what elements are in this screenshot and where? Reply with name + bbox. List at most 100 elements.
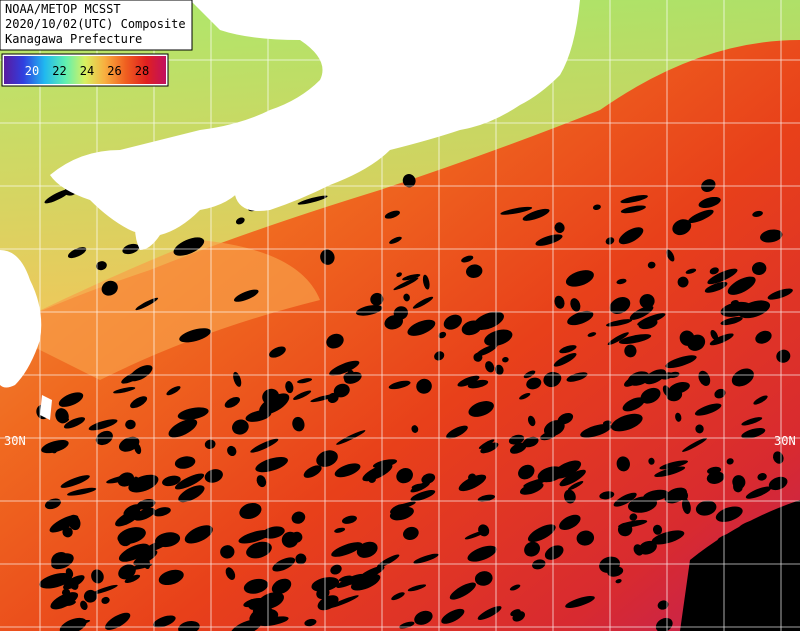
cloud <box>316 587 330 600</box>
cloud <box>441 608 465 624</box>
cloud <box>341 515 357 524</box>
cloud <box>698 196 721 208</box>
cloud <box>204 439 216 450</box>
cloud <box>755 330 772 344</box>
cloud <box>101 596 110 604</box>
cloud <box>616 456 630 472</box>
cloud <box>709 267 719 275</box>
cloud <box>559 514 581 531</box>
kyushu <box>0 250 42 388</box>
cloud <box>508 434 525 445</box>
cloud <box>320 249 335 265</box>
cloud <box>609 297 631 314</box>
cloud <box>130 396 148 409</box>
cloud <box>136 499 156 510</box>
cloud <box>310 394 336 403</box>
cloud <box>682 498 691 515</box>
cloud <box>250 438 279 453</box>
cloud <box>158 569 184 586</box>
cloud <box>652 524 663 535</box>
cloud <box>706 471 725 484</box>
cloud <box>95 261 107 271</box>
cloud <box>527 524 556 543</box>
shikoku <box>135 173 245 250</box>
cloud <box>715 506 743 522</box>
cloud <box>720 316 743 326</box>
cloud <box>58 392 84 407</box>
cloud <box>177 407 209 420</box>
cloud <box>91 569 104 584</box>
cloud <box>509 584 521 591</box>
cloud <box>720 301 752 317</box>
cloud <box>243 597 264 608</box>
cloud <box>554 295 565 309</box>
cloud <box>709 333 734 346</box>
cloud <box>392 501 416 511</box>
cloud <box>685 268 697 274</box>
cloud <box>124 574 141 583</box>
cloud <box>477 606 502 620</box>
cloud <box>326 333 344 349</box>
cloud <box>421 473 436 484</box>
cloud <box>474 571 493 586</box>
cloud <box>331 542 363 557</box>
cloud <box>224 397 241 408</box>
cloud <box>580 423 612 438</box>
cloud <box>63 417 86 429</box>
cloud <box>225 567 236 580</box>
cloud <box>41 439 69 454</box>
cloud <box>599 556 621 573</box>
cloud <box>174 456 196 469</box>
cloud <box>694 403 722 416</box>
cloud <box>403 293 410 302</box>
cloud <box>527 415 536 427</box>
cloud <box>55 408 69 424</box>
cloud <box>752 210 763 217</box>
cloud <box>518 464 535 480</box>
cloud <box>50 592 79 610</box>
legend-ticks: 20 22 24 26 28 <box>25 64 149 78</box>
color-bar <box>4 56 166 84</box>
cloud <box>123 504 142 517</box>
cloud <box>607 332 629 346</box>
cloud <box>565 596 595 609</box>
cloud <box>449 582 476 600</box>
cloud <box>162 475 181 487</box>
cloud <box>523 478 547 488</box>
cloud <box>402 174 416 188</box>
cloud <box>543 371 561 388</box>
cloud <box>751 262 767 276</box>
cloud <box>334 527 346 533</box>
cloud <box>285 381 294 394</box>
cloud <box>741 417 763 426</box>
cloud <box>362 463 393 482</box>
cloud <box>611 413 643 432</box>
cloud <box>695 500 717 516</box>
cloud <box>745 486 772 499</box>
land <box>0 0 580 420</box>
cloud <box>535 234 563 246</box>
cloud <box>648 457 655 465</box>
cloud <box>714 388 726 399</box>
cloud <box>281 531 299 548</box>
cloud <box>249 608 279 625</box>
cloud <box>133 550 158 566</box>
cloud <box>316 450 338 467</box>
cloud <box>204 469 223 483</box>
cloud <box>239 502 262 520</box>
lat-label: 30N <box>774 434 796 448</box>
cloud <box>174 473 205 490</box>
cloud <box>620 195 648 204</box>
cloud <box>67 247 87 259</box>
cloud <box>333 383 350 398</box>
cloud <box>88 419 118 431</box>
cloud <box>606 319 633 327</box>
cloud <box>468 401 494 417</box>
cloud <box>350 573 381 591</box>
cloud <box>687 209 714 224</box>
cloud <box>135 297 159 311</box>
cloud <box>654 466 686 477</box>
cloud <box>500 206 533 215</box>
cloud <box>522 436 539 448</box>
